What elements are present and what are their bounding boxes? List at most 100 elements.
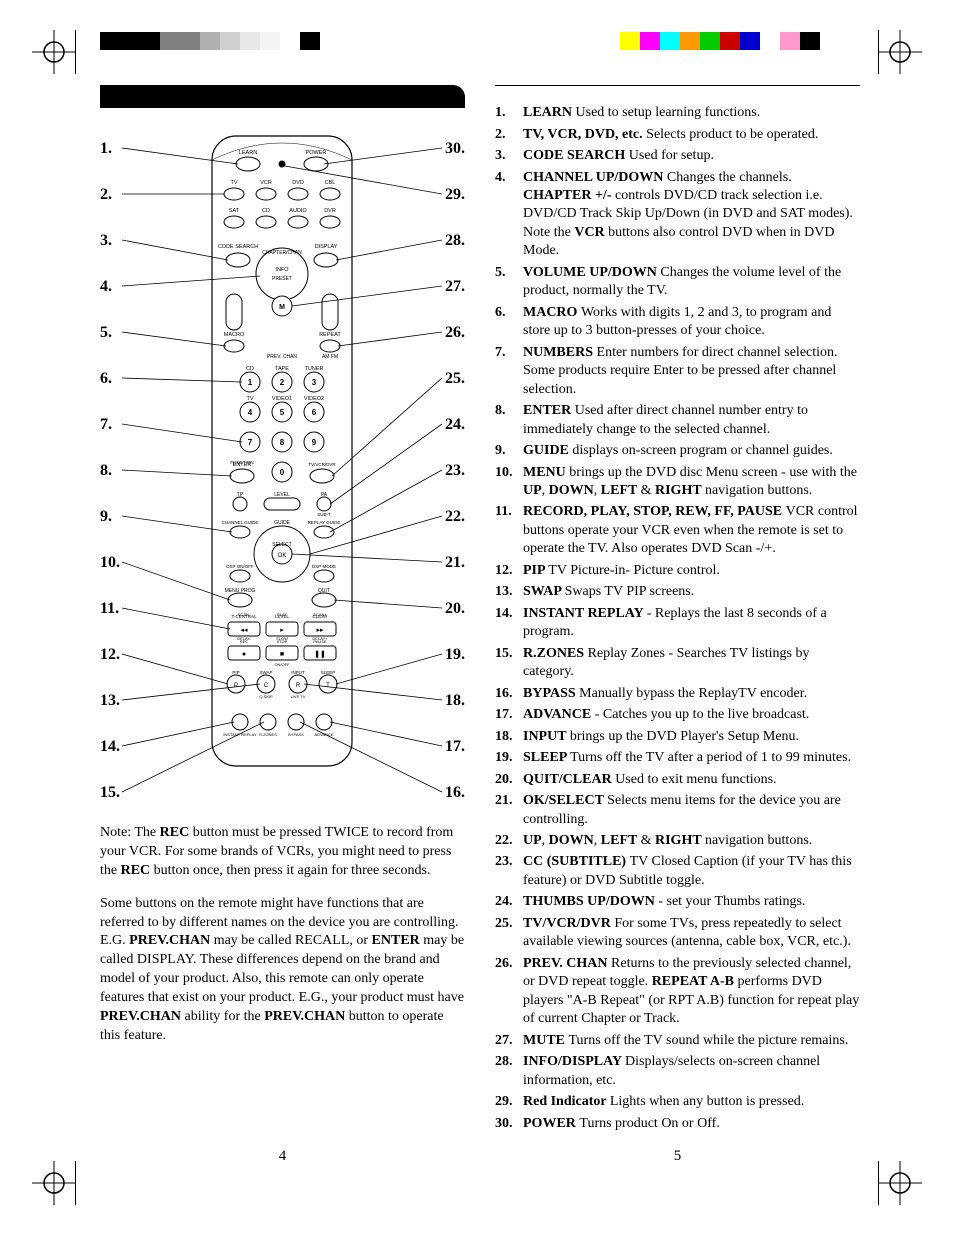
callout-1: 1.: [100, 140, 112, 158]
svg-text:P: P: [234, 683, 238, 689]
svg-text:LIVE TV: LIVE TV: [291, 694, 306, 699]
definition-item: 15.R.ZONES Replay Zones - Searches TV li…: [495, 645, 860, 682]
svg-text:0: 0: [280, 468, 285, 477]
svg-text:▸: ▸: [280, 627, 284, 634]
svg-text:6: 6: [312, 408, 317, 417]
svg-text:CBL: CBL: [325, 180, 336, 186]
note-rec-button: Note: The REC button must be pressed TWI…: [100, 824, 465, 881]
svg-text:REPLAY GUIDE: REPLAY GUIDE: [308, 520, 341, 525]
svg-text:ON/OFF: ON/OFF: [274, 662, 290, 667]
callout-13: 13.: [100, 692, 120, 710]
button-definitions-list: 1.LEARN Used to setup learning functions…: [495, 104, 860, 1136]
definition-item: 22.UP, DOWN, LEFT & RIGHT navigation but…: [495, 832, 860, 850]
svg-text:POWER: POWER: [306, 150, 327, 156]
svg-text:■: ■: [280, 651, 284, 658]
svg-text:PIP: PIP: [232, 670, 239, 675]
callout-19: 19.: [445, 646, 465, 664]
section-header-left: [100, 85, 465, 108]
svg-text:M: M: [279, 304, 285, 311]
svg-text:PRESET: PRESET: [272, 276, 292, 282]
remote-diagram: LEARN POWER TVVCRDVDCBL SATCDAUDIODVR CO…: [100, 126, 465, 806]
svg-text:AUDIO: AUDIO: [289, 208, 307, 214]
definition-item: 4.CHANNEL UP/DOWN Changes the channels. …: [495, 169, 860, 261]
svg-text:7: 7: [248, 438, 253, 447]
callout-30: 30.: [445, 140, 465, 158]
svg-text:MACRO: MACRO: [224, 332, 245, 338]
svg-text:SLEEP: SLEEP: [321, 670, 336, 675]
svg-text:R: R: [296, 683, 301, 689]
page-5-column: 1.LEARN Used to setup learning functions…: [495, 85, 860, 1165]
callout-22: 22.: [445, 508, 465, 526]
definition-item: 20.QUIT/CLEAR Used to exit menu function…: [495, 771, 860, 789]
svg-text:SAT: SAT: [229, 208, 240, 214]
svg-text:SCAN+: SCAN+: [313, 612, 327, 617]
definition-item: 7.NUMBERS Enter numbers for direct chann…: [495, 344, 860, 399]
svg-text:SWAP: SWAP: [259, 670, 272, 675]
svg-text:AM FM: AM FM: [322, 354, 338, 360]
svg-text:DVR: DVR: [324, 208, 336, 214]
page-number-4: 4: [100, 1136, 465, 1165]
svg-text:SLOW: SLOW: [276, 636, 288, 641]
svg-text:9: 9: [312, 438, 317, 447]
callout-14: 14.: [100, 738, 120, 756]
svg-text:R.ZONES: R.ZONES: [259, 732, 277, 737]
svg-text:PA: PA: [321, 492, 328, 498]
callout-25: 25.: [445, 370, 465, 388]
svg-text:PREV. CHAN: PREV. CHAN: [267, 354, 297, 360]
definition-item: 11.RECORD, PLAY, STOP, REW, FF, PAUSE VC…: [495, 503, 860, 558]
svg-text:1: 1: [248, 378, 253, 387]
notes-block: Note: The REC button must be pressed TWI…: [100, 824, 465, 1060]
svg-text:SELECT: SELECT: [272, 542, 291, 548]
callout-26: 26.: [445, 324, 465, 342]
svg-text:FUNCTION: FUNCTION: [230, 460, 253, 465]
callout-23: 23.: [445, 462, 465, 480]
svg-text:SCAN-: SCAN-: [238, 612, 251, 617]
definition-item: 2.TV, VCR, DVD, etc. Selects product to …: [495, 126, 860, 144]
callout-9: 9.: [100, 508, 112, 526]
callout-2: 2.: [100, 186, 112, 204]
svg-text:DSP ON/OFF: DSP ON/OFF: [226, 564, 254, 569]
definition-item: 3.CODE SEARCH Used for setup.: [495, 147, 860, 165]
definition-item: 10.MENU brings up the DVD disc Menu scre…: [495, 464, 860, 501]
callout-7: 7.: [100, 416, 112, 434]
callout-10: 10.: [100, 554, 120, 572]
printer-color-bars-cmyk: [600, 32, 820, 50]
svg-text:OK: OK: [278, 553, 287, 559]
callout-21: 21.: [445, 554, 465, 572]
callout-24: 24.: [445, 416, 465, 434]
svg-text:REPEAT: REPEAT: [319, 332, 341, 338]
printer-color-bars-grayscale: [100, 32, 320, 50]
svg-text:INPUT: INPUT: [291, 670, 305, 675]
definition-item: 13.SWAP Swaps TV PIP screens.: [495, 583, 860, 601]
definition-item: 29.Red Indicator Lights when any button …: [495, 1093, 860, 1111]
svg-text:BYPASS: BYPASS: [288, 732, 304, 737]
callout-28: 28.: [445, 232, 465, 250]
definition-item: 18.INPUT brings up the DVD Player's Setu…: [495, 728, 860, 746]
svg-text:MENU PROG: MENU PROG: [225, 588, 256, 594]
callout-11: 11.: [100, 600, 119, 618]
callout-20: 20.: [445, 600, 465, 618]
svg-text:CHAPTER/CHAN: CHAPTER/CHAN: [262, 250, 302, 256]
definition-item: 8.ENTER Used after direct channel number…: [495, 402, 860, 439]
definition-item: 1.LEARN Used to setup learning functions…: [495, 104, 860, 122]
svg-text:3: 3: [312, 378, 317, 387]
definition-item: 12.PIP TV Picture-in- Picture control.: [495, 562, 860, 580]
page-4-column: LEARN POWER TVVCRDVDCBL SATCDAUDIODVR CO…: [100, 85, 465, 1165]
svg-text:CD: CD: [262, 208, 270, 214]
definition-item: 30.POWER Turns product On or Off.: [495, 1115, 860, 1133]
svg-text:TV: TV: [230, 180, 237, 186]
svg-text:SUB-T: SUB-T: [317, 512, 331, 517]
svg-text:TAPE: TAPE: [275, 366, 289, 372]
svg-text:●: ●: [242, 651, 246, 658]
definition-item: 24.THUMBS UP/DOWN - set your Thumbs rati…: [495, 893, 860, 911]
svg-text:T: T: [326, 683, 330, 689]
svg-text:Q.SKIP: Q.SKIP: [259, 694, 273, 699]
svg-text:CD: CD: [246, 366, 254, 372]
definition-item: 28.INFO/DISPLAY Displays/selects on-scre…: [495, 1053, 860, 1090]
svg-text:5: 5: [280, 408, 285, 417]
callout-4: 4.: [100, 278, 112, 296]
svg-text:VCR: VCR: [260, 180, 272, 186]
svg-text:INFO: INFO: [275, 267, 289, 273]
svg-text:DISPLAY: DISPLAY: [315, 244, 338, 250]
svg-text:❚❚: ❚❚: [314, 650, 326, 658]
